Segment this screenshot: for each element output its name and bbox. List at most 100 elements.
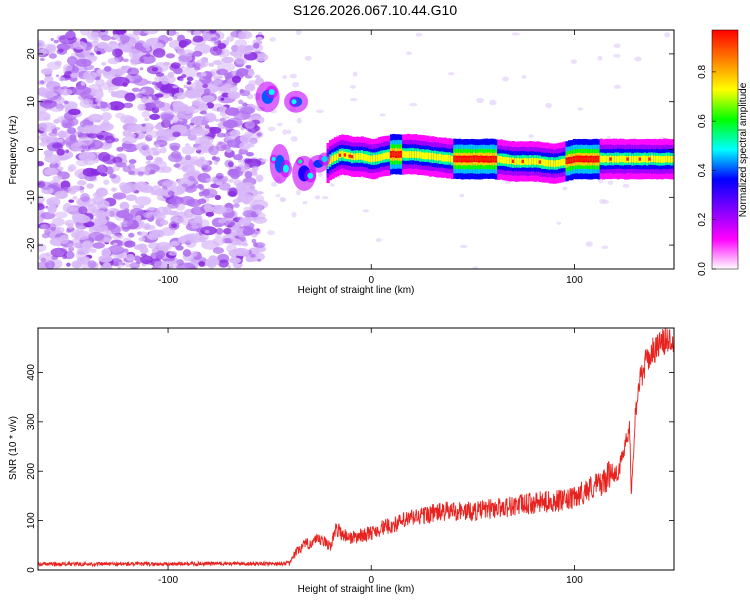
noise-cell bbox=[148, 242, 161, 249]
noise-cell bbox=[122, 58, 129, 63]
noise-cell bbox=[59, 192, 68, 199]
noise-cell bbox=[185, 143, 190, 147]
noise-cell bbox=[51, 217, 65, 227]
signal-cell bbox=[331, 155, 335, 163]
x-tick-label: 100 bbox=[566, 275, 583, 286]
noise-cell bbox=[141, 110, 150, 118]
noise-cell bbox=[204, 229, 210, 234]
noise-cell bbox=[204, 114, 215, 122]
signal-cell bbox=[436, 154, 440, 161]
noise-cell bbox=[56, 227, 61, 231]
signal-cell bbox=[550, 159, 555, 167]
noise-cell bbox=[157, 34, 169, 45]
signal-cell bbox=[636, 155, 640, 163]
signal-peak-cell bbox=[463, 157, 467, 161]
noise-cell bbox=[59, 234, 69, 245]
noise-cell bbox=[186, 76, 194, 82]
signal-cell bbox=[387, 152, 391, 160]
noise-cell bbox=[139, 67, 144, 71]
noise-cell bbox=[270, 181, 278, 187]
noise-cell bbox=[168, 153, 183, 163]
signal-peak-cell bbox=[467, 157, 472, 161]
noise-cell bbox=[223, 219, 235, 228]
noise-cell bbox=[170, 62, 181, 69]
signal-peak-cell bbox=[470, 157, 474, 161]
noise-cell bbox=[613, 43, 621, 48]
noise-cell bbox=[146, 225, 156, 230]
signal-cell bbox=[545, 159, 550, 167]
noise-cell bbox=[209, 30, 217, 34]
signal-cell bbox=[321, 156, 328, 163]
noise-cell bbox=[94, 158, 99, 164]
signal-cell bbox=[367, 155, 372, 163]
noise-cell bbox=[69, 134, 77, 142]
colorbar-frame bbox=[711, 29, 739, 270]
noise-cell bbox=[228, 169, 240, 177]
noise-cell bbox=[97, 102, 101, 107]
noise-cell bbox=[607, 180, 614, 185]
signal-cell bbox=[663, 156, 667, 163]
noise-cell bbox=[137, 171, 145, 175]
noise-cell bbox=[67, 108, 81, 116]
y-tick-label: 300 bbox=[26, 413, 37, 430]
noise-cell bbox=[97, 166, 107, 173]
noise-cell bbox=[96, 200, 110, 209]
noise-cell bbox=[528, 134, 534, 138]
snr-y-ticks: 0 100 200 300 400 bbox=[26, 364, 674, 573]
noise-cell bbox=[229, 257, 241, 264]
noise-cell bbox=[121, 136, 137, 144]
noise-cell bbox=[39, 181, 53, 190]
signal-cell bbox=[282, 164, 289, 173]
signal-peak-cell bbox=[348, 154, 352, 158]
noise-cell bbox=[65, 149, 70, 154]
noise-cell bbox=[292, 81, 300, 88]
noise-cell bbox=[245, 64, 252, 69]
noise-cell bbox=[242, 48, 252, 55]
noise-cell bbox=[205, 211, 215, 217]
y-tick-label: 400 bbox=[26, 364, 37, 381]
noise-cell bbox=[100, 172, 108, 177]
y-tick-label: 0 bbox=[26, 146, 37, 152]
noise-cell bbox=[134, 181, 149, 191]
noise-cell bbox=[154, 260, 167, 269]
noise-cell bbox=[602, 199, 609, 204]
noise-cell bbox=[76, 226, 84, 234]
noise-cell bbox=[275, 194, 281, 198]
noise-cell bbox=[72, 195, 78, 200]
noise-cell bbox=[379, 113, 386, 117]
signal-cell bbox=[526, 158, 530, 166]
noise-cell bbox=[132, 53, 140, 61]
noise-cell bbox=[76, 242, 94, 252]
noise-cell bbox=[254, 74, 261, 79]
noise-cell bbox=[159, 146, 167, 154]
noise-cell bbox=[205, 178, 213, 183]
noise-cell bbox=[176, 262, 196, 269]
noise-cell bbox=[186, 199, 202, 208]
noise-cell bbox=[315, 109, 324, 114]
noise-cell bbox=[171, 201, 177, 206]
noise-cell bbox=[240, 106, 256, 115]
noise-cell bbox=[49, 162, 59, 170]
noise-cell bbox=[212, 236, 225, 246]
noise-cell bbox=[502, 76, 509, 82]
noise-cell bbox=[104, 46, 114, 53]
noise-cell bbox=[102, 262, 112, 269]
noise-cell bbox=[46, 197, 61, 207]
spectrogram-x-axis-label: Height of straight line (km) bbox=[298, 285, 415, 296]
noise-cell bbox=[256, 132, 262, 137]
noise-cell bbox=[90, 90, 97, 97]
signal-cell bbox=[660, 156, 664, 163]
noise-cell bbox=[65, 229, 72, 233]
noise-cell bbox=[181, 74, 187, 78]
signal-cell bbox=[426, 152, 430, 160]
noise-cell bbox=[193, 146, 202, 151]
noise-cell bbox=[215, 181, 223, 186]
noise-cell bbox=[349, 85, 357, 89]
noise-cell bbox=[155, 144, 160, 148]
noise-cell bbox=[168, 251, 178, 256]
signal-cell bbox=[271, 157, 276, 162]
noise-cell bbox=[601, 245, 609, 249]
signal-peak-cell bbox=[565, 159, 569, 163]
noise-cell bbox=[133, 78, 149, 86]
noise-cell bbox=[77, 136, 93, 146]
